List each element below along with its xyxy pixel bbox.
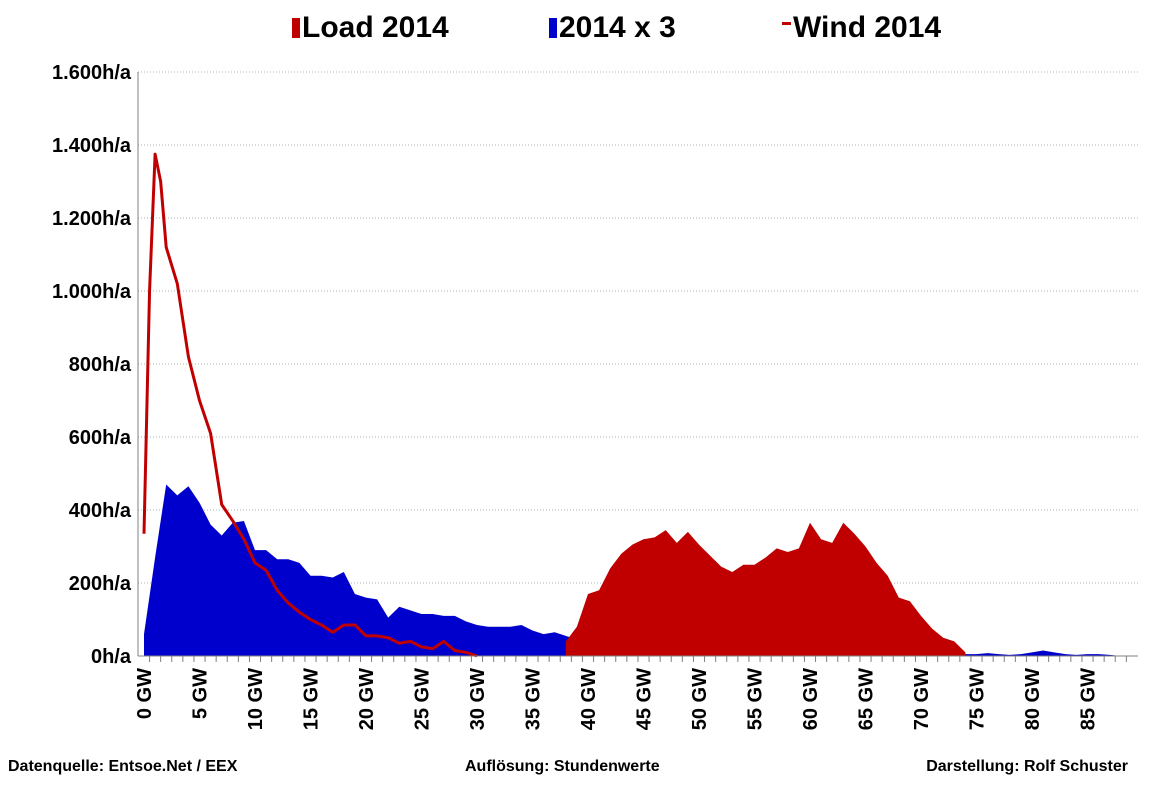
- x-tick-label-40: 40 GW: [578, 668, 600, 730]
- y-tick-label-1: 200h/a: [69, 573, 132, 595]
- x-tick-label-60: 60 GW: [800, 668, 822, 730]
- area-load-2014: [565, 522, 966, 656]
- x-tick-label-70: 70 GW: [911, 668, 933, 730]
- y-tick-label-3: 600h/a: [69, 427, 132, 449]
- y-tick-labels: 0h/a 200h/a 400h/a 600h/a 800h/a 1.000h/a 1.20…: [52, 62, 132, 668]
- y-tick-label-5: 1.000h/a: [52, 281, 132, 303]
- x-tick-label-50: 50 GW: [689, 668, 711, 730]
- chart-legend: Load 2014 2014 x 3 Wind 2014: [0, 8, 1150, 48]
- chart-areas: [144, 484, 1121, 656]
- x-tick-label-35: 35 GW: [523, 668, 545, 730]
- x-tick-label-75: 75 GW: [967, 668, 989, 730]
- y-tick-label-2: 400h/a: [69, 500, 132, 522]
- y-tick-label-4: 800h/a: [69, 354, 132, 376]
- legend-item-wind-2014: Wind 2014: [782, 8, 941, 48]
- legend-item-2014-x-3: 2014 x 3: [549, 8, 676, 48]
- legend-swatch-wind-2014: [782, 22, 791, 25]
- area-2014-x-3: [144, 484, 1121, 656]
- x-tick-label-0: 0 GW: [134, 668, 156, 719]
- y-tick-label-8: 1.600h/a: [52, 62, 132, 84]
- x-tick-labels: 0 GW 5 GW 10 GW 15 GW 20 GW 25 GW 30 GW 35 GW 40…: [134, 668, 1100, 730]
- y-tick-label-7: 1.400h/a: [52, 135, 132, 157]
- line-wind-2014: [142, 152, 478, 658]
- x-tick-label-25: 25 GW: [412, 668, 434, 730]
- legend-swatch-2014-x-3: [549, 18, 557, 38]
- x-tick-label-10: 10 GW: [245, 668, 267, 730]
- x-tick-label-30: 30 GW: [467, 668, 489, 730]
- legend-label-wind-2014: Wind 2014: [793, 11, 942, 44]
- x-tick-label-80: 80 GW: [1022, 668, 1044, 730]
- x-tick-label-55: 55 GW: [745, 668, 767, 730]
- x-tick-label-15: 15 GW: [301, 668, 323, 730]
- footer-resolution: Auflösung: Stundenwerte: [465, 758, 660, 775]
- gridlines: [138, 71, 1138, 584]
- legend-label-load-2014: Load 2014: [302, 11, 449, 44]
- footer-author: Darstellung: Rolf Schuster: [926, 758, 1128, 775]
- footer-source: Datenquelle: Entsoe.Net / EEX: [8, 758, 238, 775]
- chart-axes: [137, 72, 1138, 662]
- y-tick-label-0: 0h/a: [91, 646, 132, 668]
- x-tick-label-20: 20 GW: [356, 668, 378, 730]
- legend-label-2014-x-3: 2014 x 3: [559, 11, 676, 44]
- x-tick-label-85: 85 GW: [1078, 668, 1100, 730]
- x-tick-label-5: 5 GW: [190, 668, 212, 719]
- chart-lines: [142, 152, 478, 658]
- y-tick-label-6: 1.200h/a: [52, 208, 132, 230]
- legend-swatch-load-2014: [292, 18, 300, 38]
- x-tick-label-45: 45 GW: [634, 668, 656, 730]
- x-tick-label-65: 65 GW: [856, 668, 878, 730]
- legend-item-load-2014: Load 2014: [292, 8, 449, 48]
